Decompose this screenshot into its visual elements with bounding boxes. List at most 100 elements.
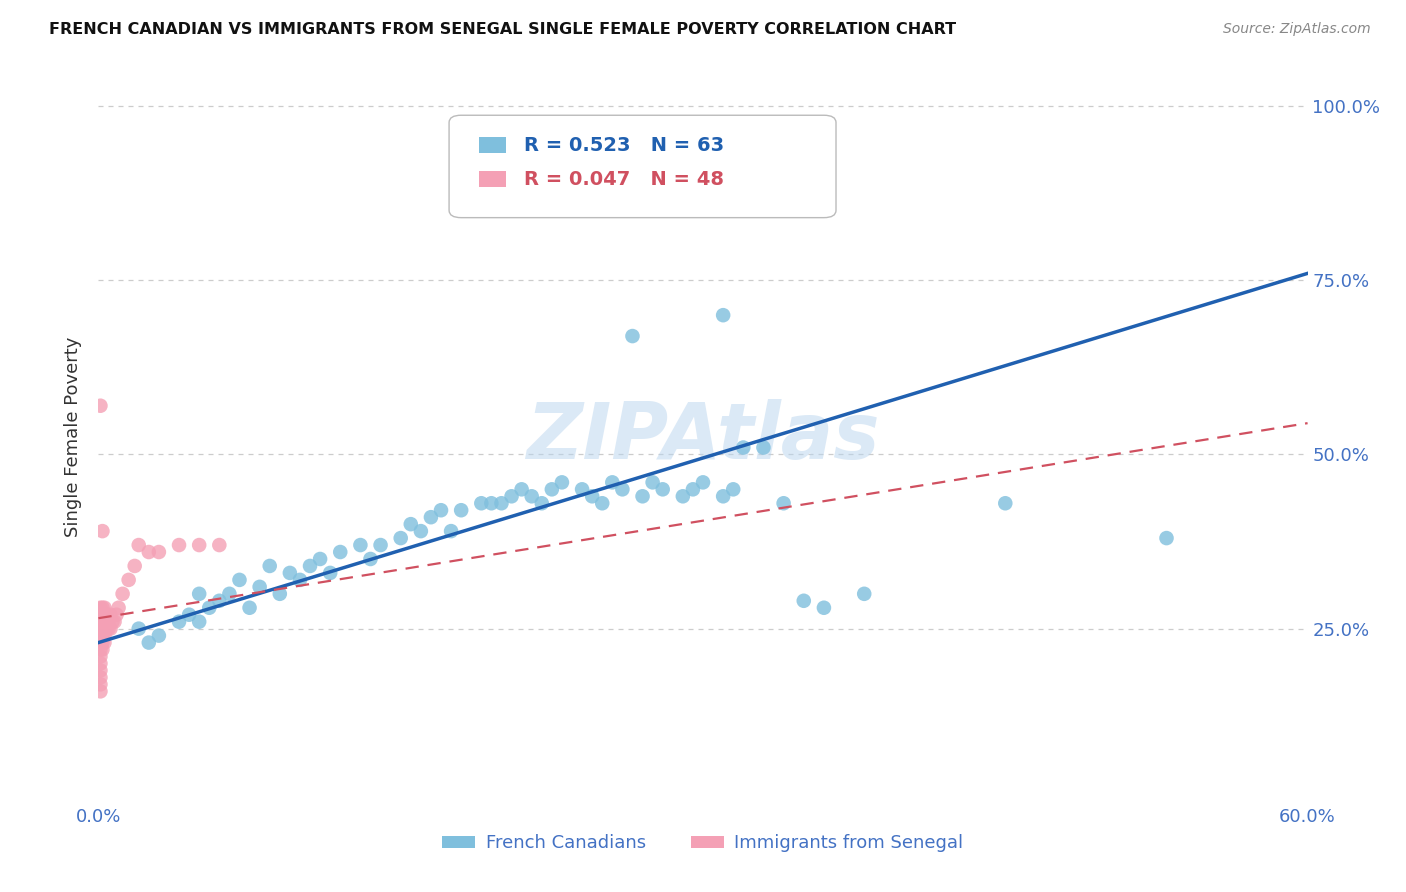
Point <box>723 483 745 497</box>
Point <box>103 615 125 629</box>
Point <box>100 622 122 636</box>
Point <box>91 524 114 538</box>
Point <box>167 615 190 629</box>
Point <box>481 496 503 510</box>
Point <box>91 635 114 649</box>
Point <box>641 475 664 490</box>
Point <box>97 622 120 636</box>
Point <box>360 552 382 566</box>
Point <box>540 483 562 497</box>
Point <box>89 677 111 691</box>
Point <box>389 531 412 545</box>
Point <box>91 622 114 636</box>
Point <box>93 615 115 629</box>
Point <box>89 684 111 698</box>
Point <box>672 489 695 503</box>
Point <box>128 622 150 636</box>
Point <box>994 496 1017 510</box>
FancyBboxPatch shape <box>479 171 506 187</box>
Point <box>733 441 755 455</box>
Point <box>692 475 714 490</box>
Point <box>853 587 876 601</box>
Point <box>288 573 311 587</box>
Point <box>420 510 443 524</box>
Point <box>571 483 593 497</box>
Point <box>631 489 654 503</box>
Point <box>520 489 543 503</box>
Point <box>91 600 114 615</box>
Y-axis label: Single Female Poverty: Single Female Poverty <box>65 337 83 537</box>
Point <box>89 615 111 629</box>
Point <box>167 538 190 552</box>
Point <box>89 657 111 671</box>
Point <box>530 496 553 510</box>
Point <box>107 600 129 615</box>
Point <box>299 558 322 573</box>
Point <box>349 538 371 552</box>
Point <box>208 594 231 608</box>
Point <box>370 538 392 552</box>
Point <box>430 503 453 517</box>
Point <box>239 600 262 615</box>
Point <box>89 649 111 664</box>
Point <box>651 483 673 497</box>
Point <box>148 545 170 559</box>
Text: FRENCH CANADIAN VS IMMIGRANTS FROM SENEGAL SINGLE FEMALE POVERTY CORRELATION CHA: FRENCH CANADIAN VS IMMIGRANTS FROM SENEG… <box>49 22 956 37</box>
Point <box>621 329 644 343</box>
Text: ZIPAtlas: ZIPAtlas <box>526 399 880 475</box>
Point <box>118 573 141 587</box>
Point <box>111 587 134 601</box>
Point <box>440 524 463 538</box>
Point <box>269 587 291 601</box>
Point <box>249 580 271 594</box>
Text: R = 0.523   N = 63: R = 0.523 N = 63 <box>524 136 724 155</box>
Text: R = 0.047   N = 48: R = 0.047 N = 48 <box>524 170 724 189</box>
Point <box>319 566 342 580</box>
Point <box>470 496 492 510</box>
Point <box>89 629 111 643</box>
Point <box>105 607 128 622</box>
Point <box>91 607 114 622</box>
Point <box>89 622 111 636</box>
Point <box>97 615 120 629</box>
Point <box>100 607 122 622</box>
Point <box>89 600 111 615</box>
Point <box>491 496 513 510</box>
Point <box>711 308 734 322</box>
Point <box>208 538 231 552</box>
Point <box>93 607 115 622</box>
FancyBboxPatch shape <box>449 115 837 218</box>
Text: Source: ZipAtlas.com: Source: ZipAtlas.com <box>1223 22 1371 37</box>
Point <box>581 489 603 503</box>
Point <box>138 635 160 649</box>
Point <box>91 642 114 657</box>
Point <box>96 607 118 622</box>
Point <box>188 587 211 601</box>
Point <box>89 664 111 678</box>
Point <box>612 483 634 497</box>
Point <box>124 558 146 573</box>
Point <box>148 629 170 643</box>
Point <box>711 489 734 503</box>
Point <box>501 489 523 503</box>
Point <box>1156 531 1178 545</box>
FancyBboxPatch shape <box>479 137 506 153</box>
Point <box>89 399 111 413</box>
Point <box>138 545 160 559</box>
Point <box>218 587 240 601</box>
Point <box>278 566 301 580</box>
Point <box>93 629 115 643</box>
Point <box>89 642 111 657</box>
Point <box>128 538 150 552</box>
Point <box>179 607 201 622</box>
Point <box>228 573 250 587</box>
Point <box>89 635 111 649</box>
Point <box>409 524 432 538</box>
Point <box>96 622 118 636</box>
Point <box>591 496 613 510</box>
Point <box>93 622 115 636</box>
Point <box>551 475 574 490</box>
Point <box>602 475 624 490</box>
Point <box>259 558 281 573</box>
Point <box>91 615 114 629</box>
